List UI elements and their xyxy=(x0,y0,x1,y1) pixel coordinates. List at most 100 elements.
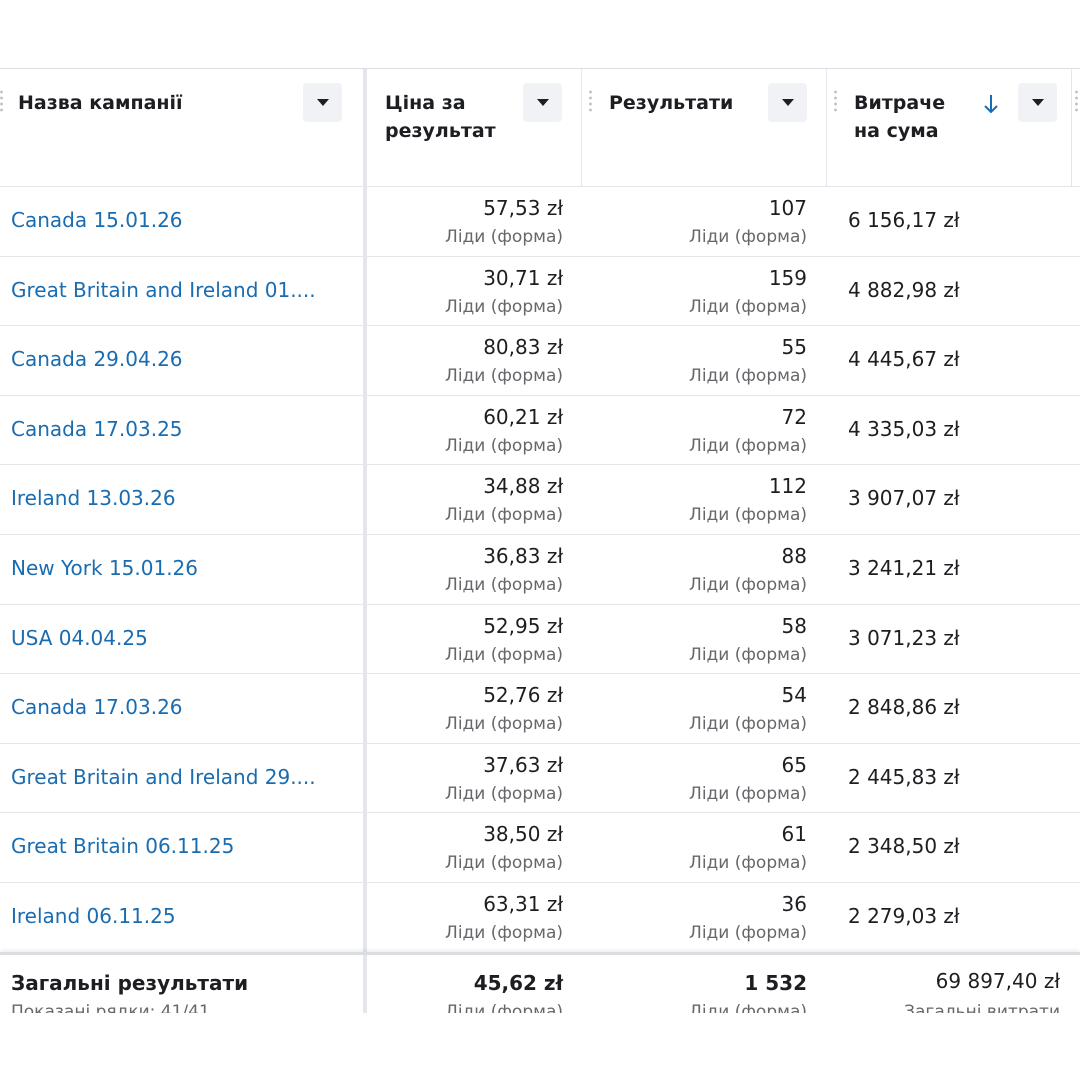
header-results[interactable]: Результати xyxy=(609,92,734,114)
footer-spend-type: Загальні витрати xyxy=(904,1001,1060,1013)
dropdown-button[interactable] xyxy=(303,83,342,122)
col-divider xyxy=(1071,69,1072,187)
footer-border xyxy=(0,951,1080,955)
cost-type: Ліди (форма) xyxy=(445,644,563,665)
cost-value: 52,76 zł xyxy=(483,683,563,708)
dropdown-button[interactable] xyxy=(523,83,562,122)
campaign-name[interactable]: Great Britain and Ireland 01.... xyxy=(11,277,316,302)
spend-value: 4 882,98 zł xyxy=(848,277,960,302)
results-value: 58 xyxy=(781,613,807,638)
cost-type: Ліди (форма) xyxy=(445,366,563,387)
cost-value: 30,71 zł xyxy=(483,265,563,290)
cost-type: Ліди (форма) xyxy=(445,435,563,456)
results-type: Ліди (форма) xyxy=(689,853,807,874)
resize-grip[interactable] xyxy=(589,89,592,113)
spend-value: 2 279,03 zł xyxy=(848,904,960,928)
spend-value: 3 907,07 zł xyxy=(848,486,960,511)
campaign-name[interactable]: Great Britain and Ireland 29.... xyxy=(11,764,316,789)
campaign-name[interactable]: Canada 17.03.25 xyxy=(11,416,183,441)
spend-value: 4 445,67 zł xyxy=(848,347,960,372)
campaign-name[interactable]: Canada 17.03.26 xyxy=(11,695,183,720)
cost-value: 37,63 zł xyxy=(483,752,563,777)
sort-arrow[interactable] xyxy=(982,93,1000,115)
footer-name: Загальні результати xyxy=(11,970,249,995)
results-value: 107 xyxy=(768,196,807,220)
cost-value: 80,83 zł xyxy=(483,335,563,360)
campaign-name[interactable]: Great Britain 06.11.25 xyxy=(11,834,235,859)
col-divider xyxy=(581,69,582,187)
row-border xyxy=(0,394,1080,396)
resize-grip[interactable] xyxy=(1075,89,1078,113)
header-cost[interactable]: Ціна за результат xyxy=(385,92,496,142)
results-type: Ліди (форма) xyxy=(689,644,807,665)
cost-type: Ліди (форма) xyxy=(445,505,563,526)
row-border xyxy=(0,464,1080,466)
results-type: Ліди (форма) xyxy=(689,575,807,595)
spend-value: 6 156,17 zł xyxy=(848,208,960,232)
campaign-name[interactable]: Canada 15.01.26 xyxy=(11,208,183,232)
results-value: 72 xyxy=(781,404,807,429)
results-value: 54 xyxy=(781,683,807,708)
row-border xyxy=(0,742,1080,744)
results-value: 55 xyxy=(781,335,807,360)
row-border xyxy=(0,882,1080,883)
header-spend[interactable]: Витрачена сума xyxy=(854,92,946,142)
row-border xyxy=(0,812,1080,814)
row-border xyxy=(0,534,1080,535)
spend-value: 3 241,21 zł xyxy=(848,556,960,580)
cost-value: 52,95 zł xyxy=(483,613,563,638)
results-type: Ліди (форма) xyxy=(689,923,807,943)
results-type: Ліди (форма) xyxy=(689,227,807,247)
footer-results-type: Ліди (форма) xyxy=(689,1001,807,1013)
results-type: Ліди (форма) xyxy=(689,366,807,387)
dropdown-button[interactable] xyxy=(1018,83,1057,122)
cost-type: Ліди (форма) xyxy=(445,853,563,874)
cost-value: 38,50 zł xyxy=(483,822,563,847)
results-value: 61 xyxy=(781,822,807,847)
spend-value: 2 445,83 zł xyxy=(848,764,960,789)
results-value: 65 xyxy=(781,752,807,777)
col-divider xyxy=(826,69,827,187)
campaign-name[interactable]: Canada 29.04.26 xyxy=(11,347,183,372)
cost-type: Ліди (форма) xyxy=(445,714,563,735)
rows-shown: Показані рядки: 41/41 xyxy=(11,1001,210,1013)
campaign-name[interactable]: New York 15.01.26 xyxy=(11,556,199,580)
cost-type: Ліди (форма) xyxy=(445,227,563,247)
table: Назва кампанії Ціна за результат Результ… xyxy=(0,68,1080,1013)
results-value: 112 xyxy=(768,474,807,499)
footer-cost: 45,62 zł xyxy=(473,970,563,995)
cost-value: 57,53 zł xyxy=(483,196,563,220)
spend-value: 2 348,50 zł xyxy=(848,834,960,859)
results-type: Ліди (форма) xyxy=(689,296,807,317)
results-value: 36 xyxy=(781,892,807,916)
footer-results: 1 532 xyxy=(744,970,807,995)
spend-value: 3 071,23 zł xyxy=(848,625,960,650)
header-name[interactable]: Назва кампанії xyxy=(18,92,183,114)
results-type: Ліди (форма) xyxy=(689,783,807,804)
campaign-name[interactable]: Ireland 06.11.25 xyxy=(11,904,176,928)
results-value: 88 xyxy=(781,544,807,568)
cost-value: 63,31 zł xyxy=(483,892,563,916)
results-value: 159 xyxy=(768,265,807,290)
results-type: Ліди (форма) xyxy=(689,714,807,735)
row-border xyxy=(0,255,1080,257)
row-border xyxy=(0,603,1080,605)
frozen-divider xyxy=(363,69,367,1013)
spend-value: 2 848,86 zł xyxy=(848,695,960,720)
row-border xyxy=(0,673,1080,675)
cost-type: Ліди (форма) xyxy=(445,783,563,804)
cost-type: Ліди (форма) xyxy=(445,296,563,317)
footer-cost-type: Ліди (форма) xyxy=(445,1001,563,1013)
cost-value: 60,21 zł xyxy=(483,404,563,429)
campaign-name[interactable]: Ireland 13.03.26 xyxy=(11,486,176,511)
results-type: Ліди (форма) xyxy=(689,435,807,456)
spend-value: 4 335,03 zł xyxy=(848,416,960,441)
footer-spend: 69 897,40 zł xyxy=(935,968,1060,993)
cost-type: Ліди (форма) xyxy=(445,575,563,595)
resize-grip[interactable] xyxy=(0,89,3,113)
resize-grip[interactable] xyxy=(834,89,837,113)
dropdown-button[interactable] xyxy=(768,83,807,122)
header-border xyxy=(0,186,1080,187)
campaign-name[interactable]: USA 04.04.25 xyxy=(11,625,148,650)
